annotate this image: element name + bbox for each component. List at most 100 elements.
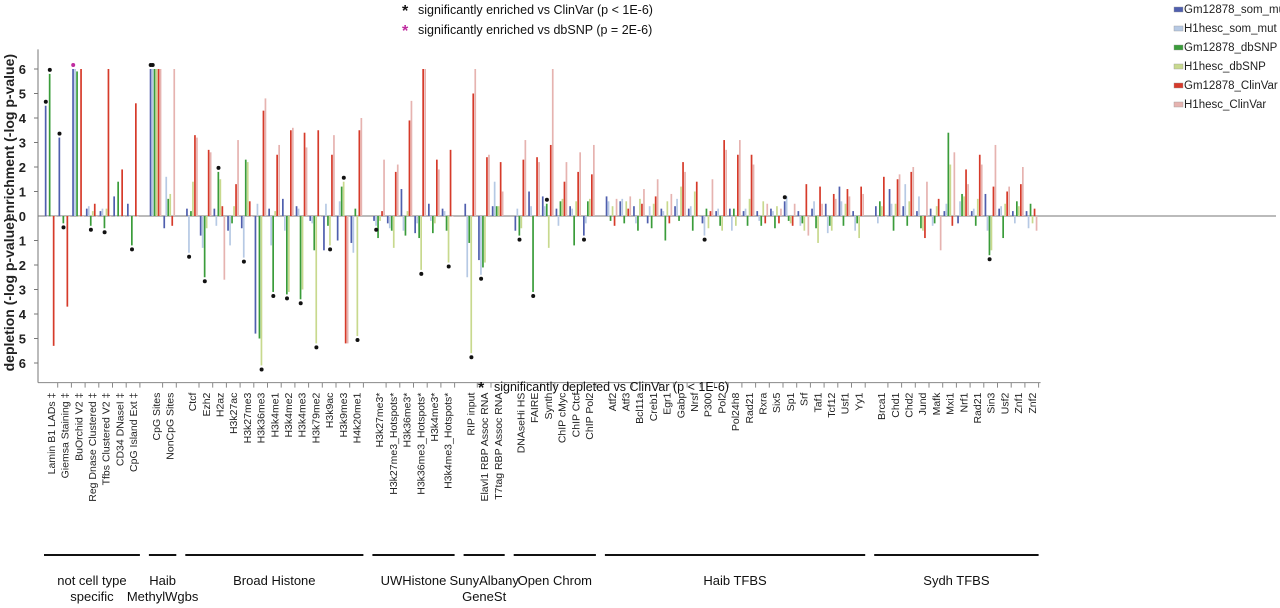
category-label: Creb1 — [648, 392, 660, 421]
category-label: BuOrchid V2 ‡ — [73, 392, 85, 460]
bar-Gm12878_ClinVar — [317, 130, 320, 216]
bar-H1hesc_ClinVar — [82, 216, 84, 217]
bar-H1hesc_som_mut — [46, 216, 49, 217]
axis-layer — [34, 49, 1276, 556]
bar-H1hesc_dbSNP — [434, 216, 436, 224]
bar-H1hesc_dbSNP — [205, 216, 208, 229]
bar-H1hesc_ClinVar — [360, 118, 363, 216]
bar-Gm12878_dbSNP — [299, 216, 302, 300]
clinvar-enriched-dot — [544, 197, 549, 202]
bar-Gm12878_som_mut — [478, 216, 480, 261]
bar-Gm12878_ClinVar — [654, 196, 657, 216]
bar-Gm12878_som_mut — [282, 198, 284, 216]
bar-H1hesc_ClinVar — [793, 203, 796, 216]
category-label: H3k27me3 — [242, 392, 254, 443]
bar-Gm12878_som_mut — [811, 208, 813, 216]
bar-H1hesc_ClinVar — [834, 198, 837, 216]
bar-Gm12878_dbSNP — [587, 201, 589, 216]
legend-label-H1hesc_som_mut: H1hesc_som_mut — [1184, 23, 1277, 35]
bar-Gm12878_ClinVar — [883, 176, 885, 216]
annotation-clinvar-enriched: significantly enriched vs ClinVar (p < 1… — [418, 3, 653, 17]
bar-Gm12878_ClinVar — [860, 186, 862, 216]
bar-H1hesc_som_mut — [945, 203, 948, 216]
bar-Gm12878_som_mut — [428, 203, 430, 216]
bar-H1hesc_dbSNP — [356, 216, 359, 337]
bar-H1hesc_dbSNP — [1004, 203, 1006, 216]
clinvar-enriched-dot — [216, 165, 221, 170]
bar-H1hesc_ClinVar — [159, 69, 162, 216]
bar-Gm12878_som_mut — [254, 216, 257, 334]
bar-Gm12878_ClinVar — [896, 179, 899, 216]
bar-Gm12878_ClinVar — [992, 186, 995, 216]
bar-H1hesc_ClinVar — [538, 162, 540, 216]
y-axis-label-top: enrichment (-log p-value) — [1, 54, 17, 221]
bar-H1hesc_som_mut — [662, 211, 665, 216]
bar-H1hesc_dbSNP — [949, 164, 952, 216]
bar-Gm12878_dbSNP — [468, 216, 471, 243]
bar-Gm12878_dbSNP — [272, 216, 274, 292]
bar-Gm12878_ClinVar — [171, 216, 174, 226]
bar-H1hesc_som_mut — [480, 216, 482, 275]
bar-H1hesc_ClinVar — [780, 208, 782, 216]
bar-Gm12878_dbSNP — [103, 216, 106, 229]
bar-Gm12878_dbSNP — [787, 216, 790, 221]
bar-H1hesc_ClinVar — [68, 216, 71, 217]
bar-H1hesc_dbSNP — [589, 198, 591, 216]
category-label: Mafk — [931, 392, 943, 416]
clinvar-depleted-dot — [469, 355, 474, 360]
bar-H1hesc_som_mut — [1014, 216, 1016, 224]
bar-Gm12878_dbSNP — [131, 216, 133, 246]
bar-H1hesc_ClinVar — [524, 140, 527, 216]
bar-Gm12878_som_mut — [85, 208, 88, 216]
bar-Gm12878_som_mut — [414, 216, 416, 234]
bar-H1hesc_dbSNP — [963, 196, 965, 216]
bar-H1hesc_dbSNP — [91, 211, 94, 216]
bar-Gm12878_dbSNP — [445, 216, 448, 231]
category-label: ChIP cMyc — [557, 393, 569, 444]
bar-H1hesc_dbSNP — [246, 162, 249, 216]
group-label: Sydh TFBS — [923, 573, 990, 588]
bar-H1hesc_dbSNP — [119, 216, 121, 217]
bar-H1hesc_ClinVar — [223, 216, 226, 280]
bar-H1hesc_ClinVar — [565, 162, 568, 216]
category-label: H2az — [215, 393, 227, 418]
category-label: Chd1 — [890, 392, 902, 417]
bar-H1hesc_dbSNP — [342, 181, 345, 216]
bar-H1hesc_som_mut — [60, 216, 63, 217]
bar-Gm12878_ClinVar — [723, 140, 725, 216]
bar-H1hesc_som_mut — [1000, 206, 1002, 216]
bar-Gm12878_som_mut — [729, 208, 731, 216]
bar-H1hesc_ClinVar — [898, 174, 901, 216]
bar-H1hesc_dbSNP — [219, 179, 222, 216]
bar-H1hesc_som_mut — [799, 216, 802, 226]
bar-Gm12878_dbSNP — [678, 216, 680, 221]
bar-Gm12878_dbSNP — [340, 186, 343, 216]
bar-Gm12878_som_mut — [373, 216, 375, 221]
category-label: Srf — [799, 393, 811, 407]
bar-Gm12878_dbSNP — [48, 73, 51, 217]
bar-Gm12878_ClinVar — [449, 149, 452, 216]
bar-H1hesc_dbSNP — [133, 216, 135, 217]
bar-H1hesc_ClinVar — [424, 69, 426, 216]
clinvar-depleted-dot — [479, 276, 484, 281]
category-label: Sp1 — [785, 392, 797, 411]
bar-Gm12878_som_mut — [875, 206, 877, 216]
category-label: Atf2 — [607, 392, 619, 411]
category-label: Rad21 — [972, 392, 984, 423]
category-label: DNAseHi HS — [516, 393, 528, 454]
bar-Gm12878_ClinVar — [207, 149, 210, 216]
category-label: H3k4me2 — [283, 392, 295, 437]
bar-Gm12878_som_mut — [186, 208, 188, 216]
bar-H1hesc_dbSNP — [50, 216, 53, 217]
bar-Gm12878_som_mut — [984, 193, 987, 216]
clinvar-depleted-dot — [702, 237, 707, 242]
bar-H1hesc_dbSNP — [420, 216, 422, 270]
bar-H1hesc_dbSNP — [1031, 216, 1034, 224]
clinvar-enriched-dot — [57, 131, 62, 136]
category-label: Chd2 — [904, 392, 916, 417]
category-label: Atf3 — [621, 392, 633, 411]
bar-H1hesc_som_mut — [87, 206, 90, 216]
clinvar-depleted-dot — [328, 247, 333, 252]
bar-H1hesc_dbSNP — [881, 206, 883, 216]
bar-Gm12878_dbSNP — [733, 208, 735, 216]
